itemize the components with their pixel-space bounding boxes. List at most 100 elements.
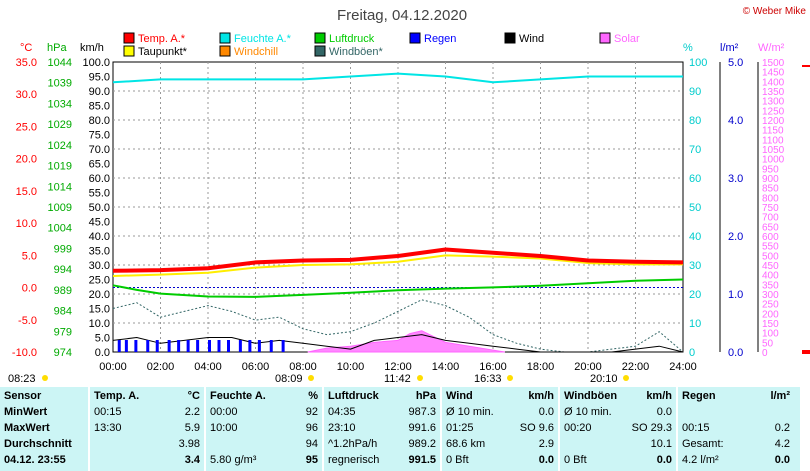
axis-units: °C hPa km/h% l/m² W/m² — [20, 42, 785, 54]
solar-tick-label: 50 — [762, 338, 774, 349]
solar-tick-label: 550 — [762, 242, 779, 253]
temp-tick-label: 35.0 — [16, 57, 37, 69]
pressure-tick-label: 994 — [54, 264, 72, 276]
solar-tick-label: 500 — [762, 251, 779, 262]
solar-tick-label: 1050 — [762, 145, 785, 156]
humidity-tick-label: 90 — [689, 86, 701, 98]
hum-max-value: 96 — [305, 422, 318, 434]
solar-tick-label: 450 — [762, 261, 779, 272]
solar-tick-label: 1400 — [762, 77, 785, 88]
row-label-current: 04.12. 23:55 — [4, 454, 66, 466]
legend-label: Windböen* — [329, 46, 384, 58]
legend-label: Taupunkt* — [138, 46, 188, 58]
pressure-tick-label: 984 — [54, 306, 72, 318]
pressure-line — [112, 278, 684, 298]
col-wind: Wind km/h Ø 10 min. 0.0 01:25 SO 9.6 68.6 k… — [442, 387, 558, 471]
wind-tick-label: 30.0 — [89, 260, 110, 272]
rain-bar — [248, 340, 252, 352]
solar-tick-label: 200 — [762, 309, 779, 320]
wind-current-bft: 0 Bft — [446, 454, 469, 466]
hum-max-time: 10:00 — [210, 422, 238, 434]
humidity-tick-label: 40 — [689, 231, 701, 243]
wind-line — [112, 334, 684, 353]
solar-tick-label: 900 — [762, 174, 779, 185]
temp-tick-label: 20.0 — [16, 154, 37, 166]
rain-bar — [208, 340, 211, 352]
humidity-tick-label: 70 — [689, 144, 701, 156]
solar-tick-label: 1300 — [762, 97, 785, 108]
wind-tick-label: 0.0 — [95, 347, 110, 359]
solar-tick-label: 700 — [762, 213, 779, 224]
rain-bar — [177, 340, 181, 352]
temp-avg-value: 3.98 — [178, 438, 200, 450]
wind-min-value: 0.0 — [538, 406, 554, 418]
col-gust: Windböen km/h Ø 10 min. 0.0 00:20 SO 29.3 1… — [560, 387, 676, 471]
x-tick-label: 24:00 — [669, 361, 697, 373]
rain-tick-label: 5.0 — [728, 57, 743, 69]
rain-current-total: 4.2 l/m² — [682, 454, 719, 466]
gust-current-value: 0.0 — [656, 454, 672, 466]
wind-tick-label: 85.0 — [89, 101, 110, 113]
temp-tick-label: 25.0 — [16, 121, 37, 133]
solar-tick-label: 1350 — [762, 87, 785, 98]
solar-tick-label: 250 — [762, 300, 779, 311]
wind-tick-label: 35.0 — [89, 246, 110, 258]
pressure-tick-label: 979 — [54, 326, 72, 338]
pressure-tick-label: 1044 — [48, 57, 72, 69]
pressure-tick-label: 974 — [54, 347, 72, 359]
sun-marker-label: 08:23 — [8, 373, 36, 385]
sun-marker-label: 20:10 — [590, 373, 618, 385]
rain-tick-label: 0.0 — [728, 347, 743, 359]
legend-label: Solar — [614, 33, 640, 45]
hum-current-note: 5.80 g/m³ — [210, 454, 257, 466]
wind-tick-label: 25.0 — [89, 275, 110, 287]
gust-max-value: SO 29.3 — [631, 422, 672, 434]
temp-max-value: 5.9 — [184, 422, 200, 434]
temp-unit-label: °C — [20, 42, 32, 54]
rain-bar — [196, 340, 200, 352]
wind-tick-label: 60.0 — [89, 173, 110, 185]
wind-tick-label: 65.0 — [89, 159, 110, 171]
x-tick-label: 04:00 — [194, 361, 222, 373]
wind-tick-label: 20.0 — [89, 289, 110, 301]
rain-tick-label: 2.0 — [728, 231, 743, 243]
sun-icon — [623, 375, 629, 381]
rain-bar — [146, 340, 150, 352]
press-min-time: 04:35 — [328, 406, 356, 418]
col-rain: Regen l/m² 00:15 0.2 Gesamt: 4.2 4.2 l/m² 0.… — [678, 387, 794, 471]
header-temp: Temp. A. — [94, 390, 140, 402]
x-tick-label: 18:00 — [527, 361, 555, 373]
copyright-text: © Weber Mike — [743, 6, 807, 17]
sun-icon — [417, 375, 423, 381]
x-tick-label: 20:00 — [574, 361, 602, 373]
rain-current-value: 0.0 — [774, 454, 790, 466]
rain-bar — [227, 340, 230, 352]
humidity-tick-label: 80 — [689, 115, 701, 127]
legend-swatch — [123, 45, 135, 57]
humidity-tick-label: 100 — [689, 57, 707, 69]
humidity-tick-label: 50 — [689, 202, 701, 214]
wind-max-value: SO 9.6 — [519, 422, 554, 434]
rain-bar — [124, 340, 128, 352]
solar-tick-label: 1250 — [762, 106, 785, 117]
rain-bar — [117, 340, 121, 352]
x-tick-label: 00:00 — [99, 361, 127, 373]
chart-title: Freitag, 04.12.2020 — [337, 7, 467, 24]
wind-tick-label: 70.0 — [89, 144, 110, 156]
wind-tick-label: 80.0 — [89, 115, 110, 127]
rain-bar — [155, 340, 159, 352]
rain-max-time: 00:15 — [682, 422, 710, 434]
solar-tick-label: 750 — [762, 203, 779, 214]
humidity-tick-label: 30 — [689, 260, 701, 272]
header-wind-unit: km/h — [528, 390, 554, 402]
temp-max-time: 13:30 — [94, 422, 122, 434]
wind-avg-value: 2.9 — [538, 438, 554, 450]
row-label-avg: Durchschnitt — [4, 438, 72, 450]
press-forecast: regnerisch — [328, 454, 380, 466]
rain-bar — [257, 340, 261, 352]
solar-tick-label: 1100 — [762, 135, 784, 146]
wind-tick-label: 95.0 — [89, 72, 110, 84]
sun-icon — [507, 375, 513, 381]
rain-total-label: Gesamt: — [682, 438, 724, 450]
temp-tick-label: 10.0 — [16, 218, 37, 230]
